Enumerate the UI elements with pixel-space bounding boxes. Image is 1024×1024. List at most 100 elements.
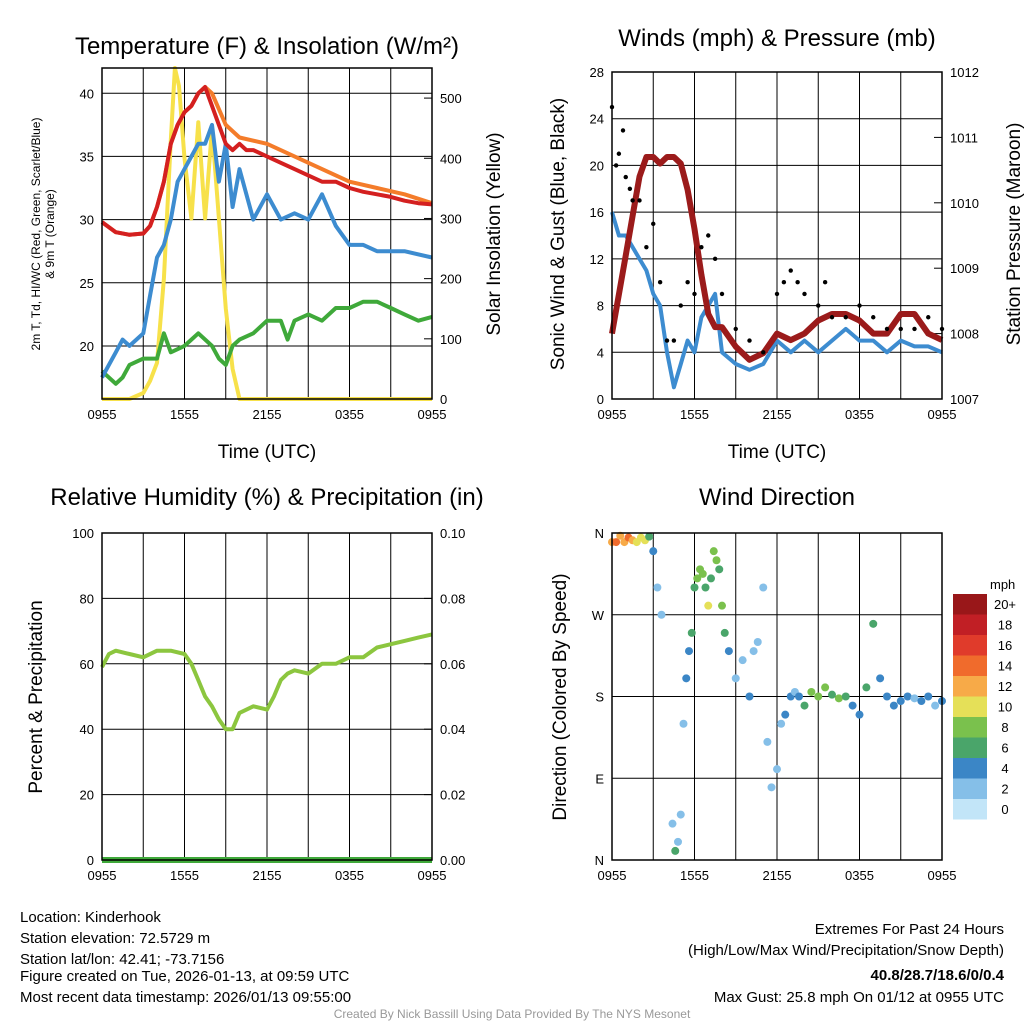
wind-direction-ytick-label: S [595, 690, 604, 705]
temperature-ytick-label: 35 [80, 149, 94, 164]
wind-direction-point [718, 601, 726, 610]
humidity-ytick-label: 80 [80, 591, 94, 606]
winds-gust-point [795, 280, 800, 285]
winds-gust-point [712, 256, 718, 262]
humidity-ytick-label: 40 [80, 722, 94, 737]
wind-direction-point [679, 719, 688, 728]
humidity-xtick-label: 0955 [88, 868, 117, 883]
colorbar-swatch [953, 635, 987, 656]
humidity-ytick-label: 100 [72, 526, 94, 541]
wind-direction-point [855, 710, 864, 719]
colorbar-swatch [953, 655, 987, 676]
humidity-ytick-right-label: 0.02 [440, 788, 465, 803]
winds-ytick-label: 16 [590, 205, 604, 220]
wind-direction-point [724, 647, 733, 656]
latlon-text: Station lat/lon: 42.41; -73.7156 [20, 951, 224, 968]
temperature-solar-insolation-line [102, 66, 432, 401]
winds-gust-point [857, 303, 862, 308]
winds-gust-point [788, 268, 793, 273]
winds-ytick-label: 20 [590, 158, 604, 173]
temperature-plot: 0955 1555 2155 0355 095520253035400100200300… [80, 66, 462, 422]
winds-gust-point [671, 338, 677, 343]
humidity-chart-title: Relative Humidity (%) & Precipitation (i… [50, 484, 483, 511]
temperature-ytick-right-label: 200 [440, 272, 462, 287]
winds-xtick-label: 0955 [598, 407, 627, 422]
colorbar-swatch [953, 758, 987, 779]
temperature-ytick-right-label: 0 [440, 392, 447, 407]
wind-direction-point [889, 701, 898, 710]
humidity-ytick-right-label: 0.10 [440, 526, 465, 541]
winds-frame [611, 71, 943, 400]
wind-direction-point [715, 565, 724, 574]
wind-direction-ytick-label: N [595, 853, 604, 868]
credit-text: Created By Nick Bassill Using Data Provi… [334, 1007, 691, 1021]
winds-gust-point [620, 128, 626, 133]
wind-direction-point [834, 694, 843, 703]
humidity-ylabel: Percent & Precipitation [26, 600, 47, 793]
temperature-ytick-right-label: 100 [440, 332, 462, 347]
winds-ytick-right-label: 1009 [950, 261, 979, 276]
winds-ylabel-right: Station Pressure (Maroon) [1004, 123, 1024, 346]
wind-direction-point [645, 532, 654, 541]
humidity-ytick-right-label: 0.00 [440, 853, 465, 868]
winds-gust-point [926, 315, 931, 320]
wind-direction-point [720, 628, 729, 637]
wind-direction-point [763, 737, 772, 746]
wind-direction-point [759, 583, 768, 592]
winds-gust-point [781, 280, 787, 285]
winds-gust-point [802, 291, 807, 297]
colorbar-swatch [953, 799, 987, 820]
colorbar-swatch [953, 737, 987, 758]
winds-ytick-label: 4 [597, 345, 604, 360]
wind-direction-ytick-label: N [595, 526, 604, 541]
wind-direction-point [753, 638, 762, 646]
temperature-ylabel-right: Solar Insolation (Yellow) [484, 132, 505, 335]
wind-direction-point [649, 547, 658, 556]
wind-direction-point [690, 583, 699, 592]
humidity-ytick-label: 0 [87, 853, 94, 868]
wind-direction-point [841, 692, 850, 701]
winds-ylabel: Sonic Wind & Gust (Blue, Black) [548, 98, 569, 370]
winds-gust-point [678, 303, 683, 308]
winds-gust-point [685, 280, 690, 285]
temperature-frame [101, 67, 433, 400]
humidity-xtick-label: 2155 [253, 868, 282, 883]
winds-gust-point [637, 198, 642, 203]
colorbar-swatch [953, 778, 987, 799]
temperature-ytick-label: 30 [80, 213, 94, 228]
winds-gust-point [644, 244, 649, 250]
temperature-dewpoint-line [100, 299, 433, 386]
wind-direction-point [814, 692, 823, 701]
humidity-relative-humidity-line [100, 632, 433, 732]
winds-gust-point [623, 174, 628, 180]
humidity-xtick-label: 1555 [170, 868, 199, 883]
winds-gust-point [699, 244, 704, 250]
winds-gust-point [613, 163, 619, 168]
winds-gust-point [884, 326, 890, 332]
max-gust-text: Max Gust: 25.8 mph On 01/12 at 0955 UTC [714, 989, 1004, 1006]
winds-gust-point [664, 338, 670, 343]
wind-direction-point [745, 692, 754, 701]
wind-direction-point [767, 783, 776, 792]
temperature-xtick-label: 0955 [88, 407, 117, 422]
wind-direction-ytick-label: W [592, 608, 605, 623]
colorbar-label: 6 [1001, 741, 1008, 756]
winds-sonic-wind-line [610, 211, 943, 390]
wind-direction-point [848, 701, 857, 710]
temperature-ylabel-2: & 9m T (Orange) [43, 189, 57, 279]
winds-ytick-label: 8 [597, 299, 604, 314]
temperature-ytick-label: 20 [80, 339, 94, 354]
colorbar-label: 0 [1001, 802, 1008, 817]
colorbar-label: 14 [998, 659, 1012, 674]
wind-direction-point [828, 690, 836, 699]
winds-plot: 0955 1555 2155 0355 095504812162024281007100… [590, 65, 979, 422]
winds-ytick-right-label: 1007 [950, 392, 979, 407]
temperature-ytick-label: 40 [80, 86, 94, 101]
humidity-xtick-label: 0355 [335, 868, 364, 883]
location-text: Location: Kinderhook [20, 909, 161, 926]
wind-direction-point [931, 701, 940, 710]
winds-gust-point [651, 221, 656, 227]
winds-ytick-label: 28 [590, 65, 604, 80]
winds-gust-point [630, 198, 635, 203]
